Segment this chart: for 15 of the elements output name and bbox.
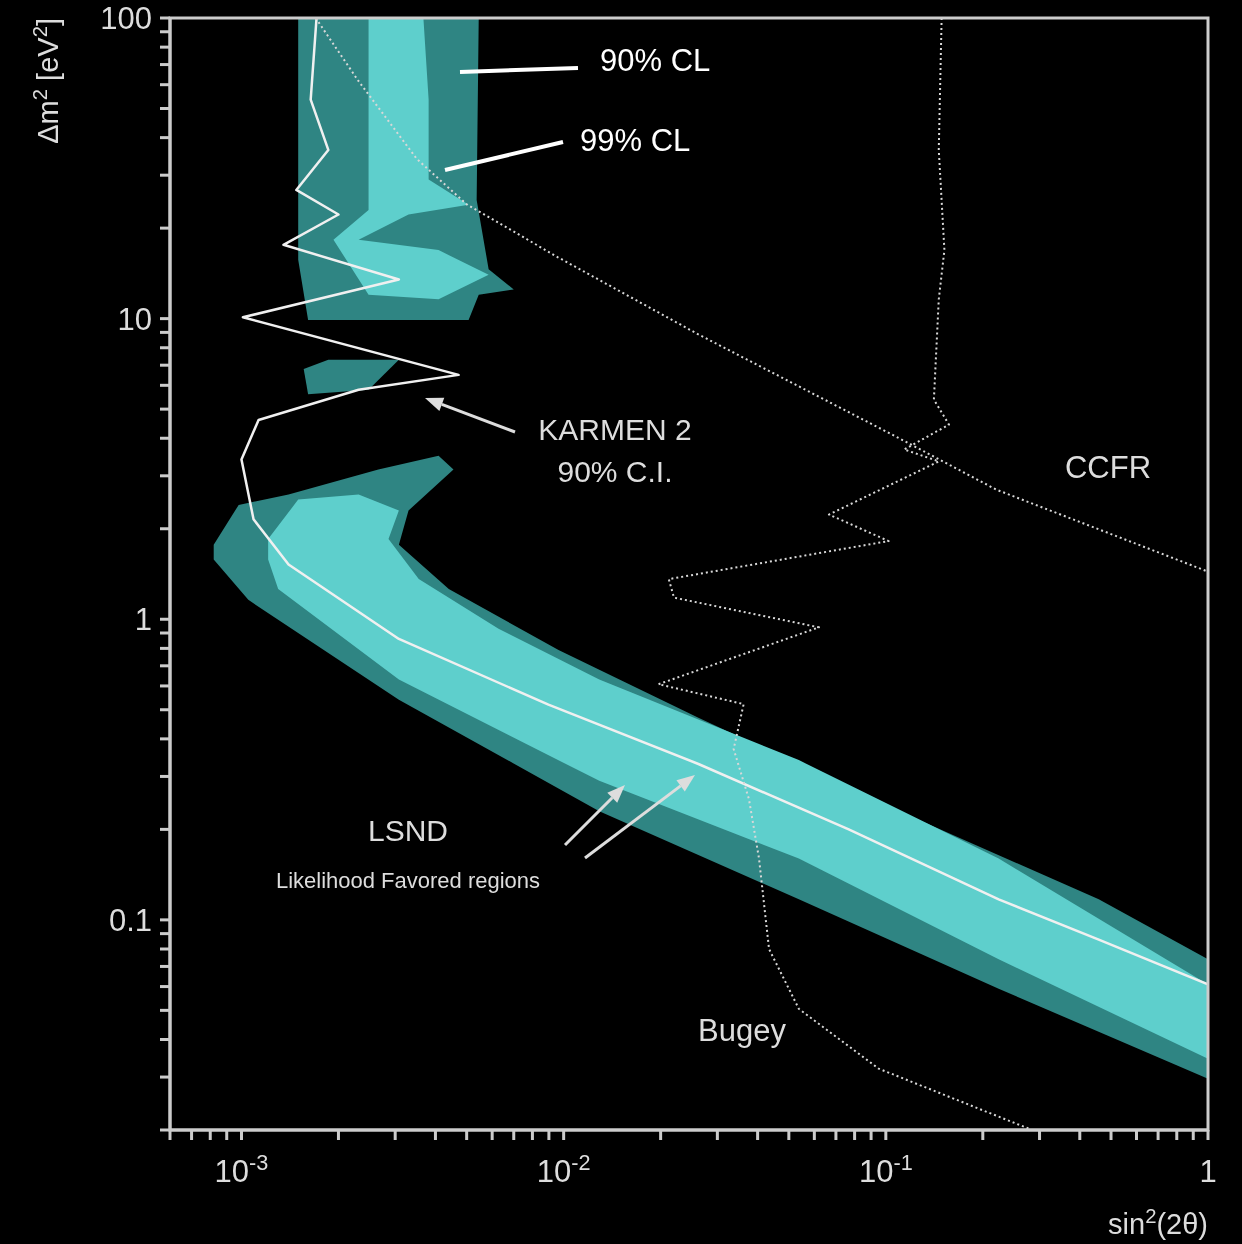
annotation: 99% CL <box>580 123 691 158</box>
y-tick-label: 1 <box>134 602 152 638</box>
x-tick-label: 10$^{-2}$ <box>536 1149 591 1189</box>
annotation: CCFR <box>1064 450 1152 485</box>
x-axis-title: sin$^{2}$(2θ) <box>1108 1205 1208 1240</box>
x-tick-label: 1 <box>1199 1154 1217 1189</box>
annotation: 90% CL <box>600 43 711 78</box>
annotation: LSND Likelihood Favored regions <box>275 814 541 893</box>
y-tick-label: 100 <box>100 1 152 36</box>
y-tick-label: 0.1 <box>108 902 152 938</box>
x-tick-label: 10$^{-1}$ <box>858 1149 913 1189</box>
y-tick-label: 10 <box>117 301 152 337</box>
annotation: Bugey <box>698 1013 787 1048</box>
x-tick-label: 10$^{-3}$ <box>214 1149 269 1189</box>
annotation: KARMEN 2 90% C.I. <box>538 413 692 488</box>
